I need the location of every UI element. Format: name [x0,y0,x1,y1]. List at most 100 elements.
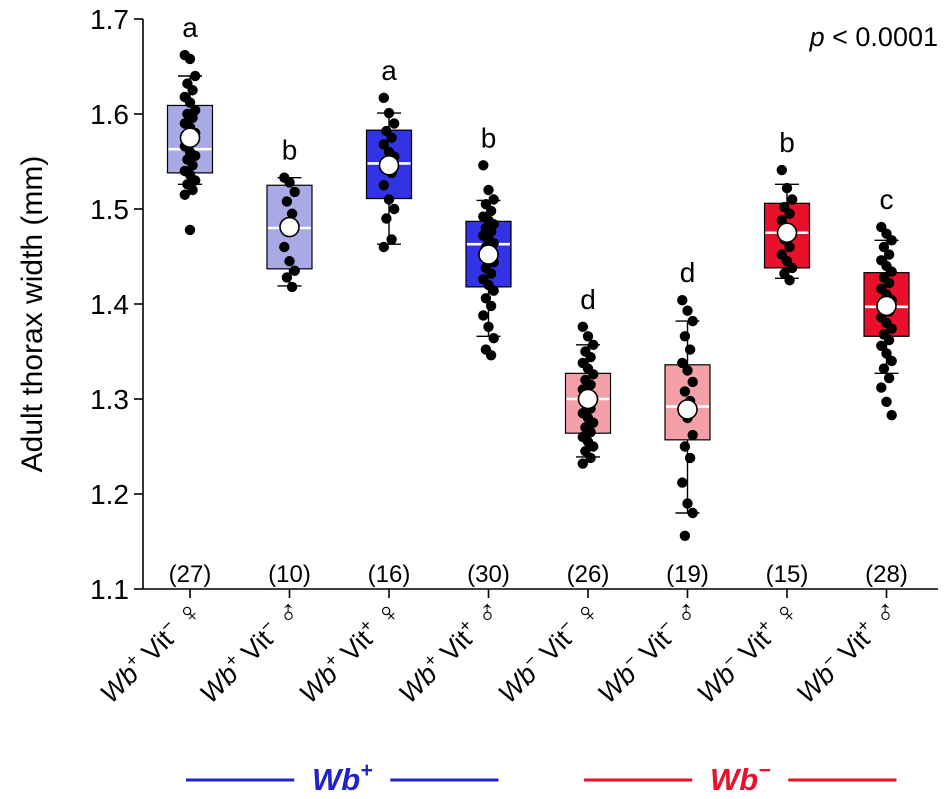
data-point [876,382,887,393]
data-point [881,348,892,359]
sample-size-label: (27) [169,561,212,588]
p-value-annotation: p < 0.0001 [809,22,938,52]
data-point [378,92,389,104]
data-point [184,53,196,65]
data-point [679,530,691,541]
data-point [881,396,892,408]
category-label: Wb− Vit+ ♀ [689,593,806,710]
data-point [286,208,298,219]
data-point [585,452,596,464]
mean-marker [179,127,201,149]
data-point [386,132,397,143]
box-group [166,49,214,236]
data-point [886,266,897,277]
sample-size-label: (16) [368,561,411,588]
boxes [166,49,910,541]
category-label: Wb+ Vit+ ♂ [391,593,508,710]
data-point [488,285,499,296]
data-point [488,194,499,205]
data-point [378,139,389,150]
data-point [289,265,300,276]
data-point [378,180,389,191]
data-point [485,350,497,361]
data-point [784,275,795,286]
y-tick-label: 1.6 [90,99,129,130]
sample-size-label: (15) [766,561,809,588]
data-point [190,175,201,186]
data-point [886,355,897,367]
mean-marker [378,155,400,176]
data-point [883,334,895,346]
data-point [588,417,599,428]
significance-letter: b [282,135,298,166]
significance-letter: a [381,55,397,86]
group-bracket-label-sup: − [758,759,770,782]
category-label: Wb− Vit− ♀ [490,593,607,710]
data-point [286,281,298,293]
data-point [876,340,887,351]
data-point [577,458,588,469]
data-point [284,256,295,267]
mean-marker [279,216,300,238]
data-point [483,321,494,332]
group-bracket-label-main: Wb [312,762,360,797]
y-tick-label: 1.7 [90,4,129,35]
data-point [679,441,691,452]
data-point [883,372,895,384]
data-point [684,344,696,355]
data-point [279,241,290,253]
category-label: Wb− Vit+ ♂ [789,593,906,710]
data-point [389,118,400,129]
category-label: Wb+ Vit− ♀ [92,593,209,710]
sample-size-label: (26) [567,561,610,588]
sample-size-label: (30) [467,561,510,588]
data-point [781,182,793,194]
data-point [485,205,497,217]
data-point [588,441,599,452]
data-point [784,208,795,219]
data-point [383,194,395,205]
box-group [266,172,313,293]
data-point [187,160,198,171]
data-point [480,293,492,304]
data-point [389,203,400,215]
category-label: Wb+ Vit− ♂ [192,593,309,710]
significance-letter: d [680,257,696,288]
data-point [886,323,897,334]
data-point [883,249,895,260]
data-point [187,85,198,96]
box-group [365,92,413,253]
data-point [483,184,494,196]
data-point [588,369,599,380]
significance-letter: d [580,284,596,315]
data-point [687,315,698,327]
data-point [687,376,698,388]
data-point [577,321,588,332]
data-point [184,224,196,236]
p-value-italic: p [809,22,825,52]
category-label: Wb+ Vit+ ♀ [291,593,408,710]
significance-letter: b [481,122,497,153]
group-bracket-label: Wb− [710,759,770,797]
significance-letter: b [779,127,795,158]
data-point [682,498,693,509]
data-point [787,194,798,205]
significance-letter: a [182,12,198,43]
data-point [687,507,698,519]
data-point [478,310,489,321]
box-group [664,295,711,541]
data-point [284,177,295,188]
data-point [378,241,389,253]
data-point [883,277,895,289]
data-point [677,477,688,488]
box-group [863,221,910,421]
category-label: Wb− Vit− ♂ [590,593,707,710]
data-point [585,352,596,363]
data-point [679,331,691,342]
mean-marker [677,399,698,420]
data-point [684,452,696,464]
data-point [588,339,599,351]
data-point [383,107,395,119]
data-point [187,184,198,196]
